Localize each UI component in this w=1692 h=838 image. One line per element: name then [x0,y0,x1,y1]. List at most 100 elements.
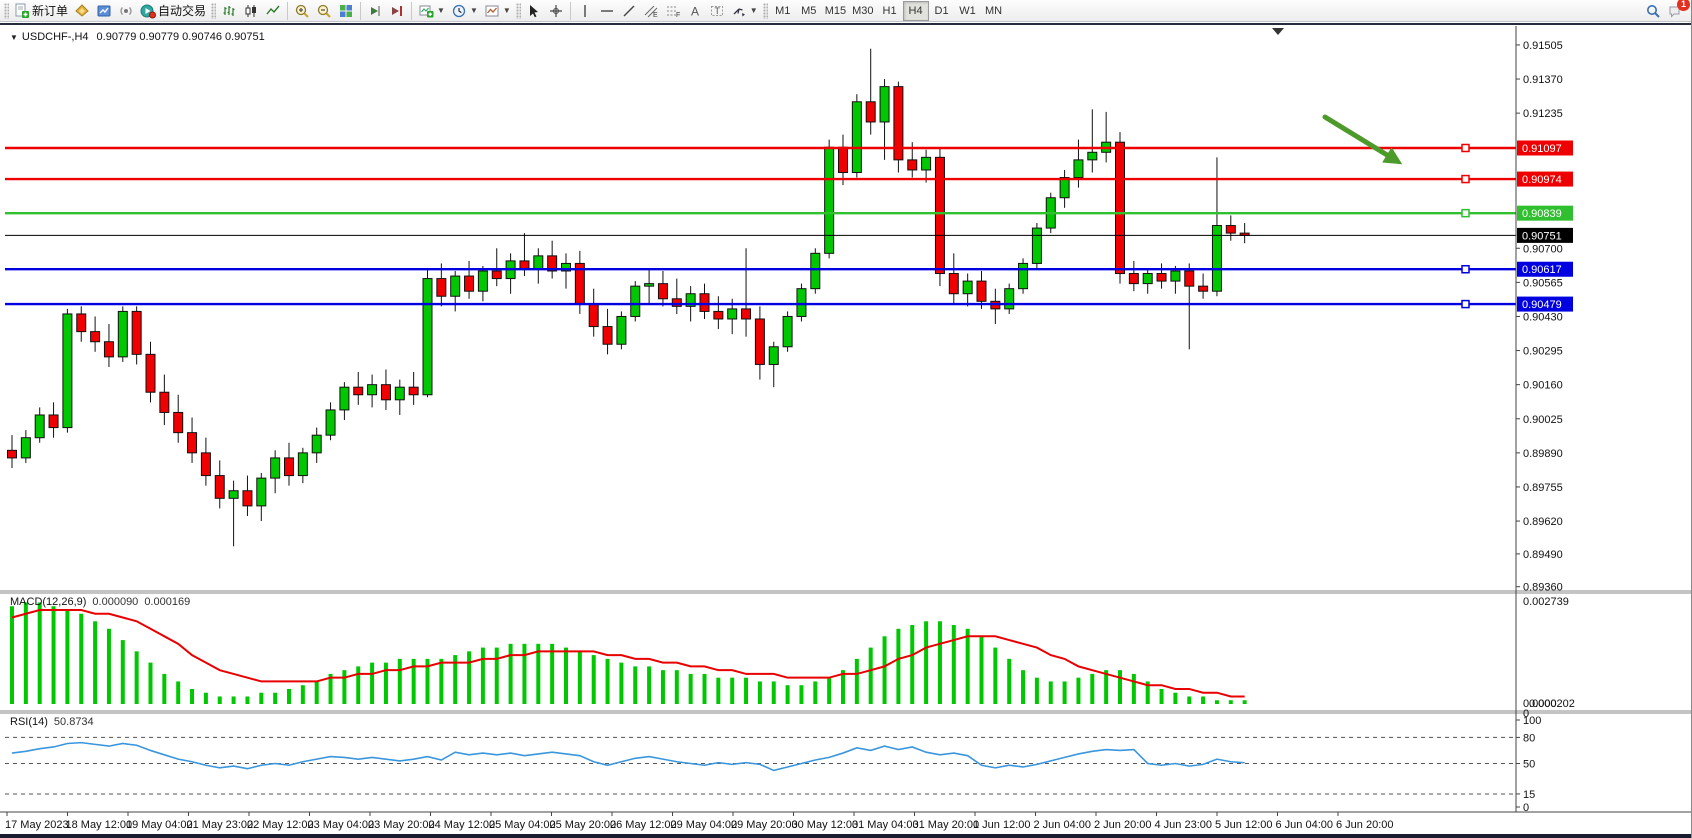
text-label-tool-button[interactable]: T [706,1,728,21]
chevron-down-icon: ▼ [437,6,445,15]
time-axis-label: 22 May 12:00 [247,819,314,831]
cursor-tool-button[interactable] [523,1,545,21]
alerts-button[interactable]: 1 [1664,0,1690,21]
periods-button[interactable]: ▼ [448,1,481,21]
autotrading-button[interactable]: 自动交易 [137,1,209,21]
candle-bullish [727,308,738,320]
timeframe-button-m5[interactable]: M5 [796,1,822,21]
macd-histogram-bar [1201,696,1206,704]
line-handle[interactable] [1461,299,1470,309]
toolbar-grip[interactable] [211,2,217,19]
tile-windows-button[interactable] [335,1,357,21]
toolbar-grip[interactable] [4,2,9,19]
line-handle[interactable] [1461,174,1470,184]
toolbar-grip[interactable] [762,2,768,19]
annotation-arrow-line[interactable] [1322,114,1390,158]
candle-bearish [7,449,17,459]
templates-button[interactable]: ▼ [481,1,514,21]
candle-bearish [1184,270,1195,287]
macd-histogram-bar [259,692,264,704]
zoom-in-button[interactable] [291,1,313,21]
macd-histogram-bar [799,685,804,704]
macd-histogram-bar [1214,700,1219,704]
macd-histogram-bar [674,670,679,704]
axis-tick-label: 0.91235 [1523,108,1563,120]
macd-histogram-bar [397,658,402,704]
toolbar-grip[interactable] [515,2,521,19]
macd-histogram-bar [868,647,873,704]
price-tag [1517,171,1573,187]
timeframe-button-d1[interactable]: D1 [929,1,955,21]
candle-bearish [1115,141,1125,275]
timeframe-button-h4[interactable]: H4 [902,0,929,21]
line-chart-button[interactable] [262,1,284,21]
candle-bullish [1170,270,1181,282]
new-order-label: 新订单 [32,4,69,18]
rsi-axis-label: 0 [1523,802,1529,814]
signals-icon [120,6,132,15]
chart-shift-marker[interactable] [1272,28,1284,35]
horizontal-line-tool-button[interactable] [596,1,618,21]
zoom-out-button[interactable] [313,1,335,21]
text-icon: A [691,4,699,18]
collapse-triangle-icon[interactable]: ▼ [10,33,18,42]
auto-scroll-icon [371,5,380,16]
timeframe-button-mn[interactable]: MN [981,1,1007,21]
time-axis-label: 1 Jun 12:00 [973,819,1031,831]
time-axis-label: 6 Jun 20:00 [1336,819,1394,831]
toolbar-separator [569,1,571,20]
shapes-tool-button[interactable]: ▼ [728,1,761,21]
auto-scroll-button[interactable] [364,1,386,21]
crosshair-tool-button[interactable] [545,1,567,21]
indicators-button[interactable]: ▼ [415,1,448,21]
timeframe-button-w1[interactable]: W1 [955,1,981,21]
signals-button[interactable] [115,1,137,21]
macd-histogram-bar [813,681,818,704]
timeframe-button-m30[interactable]: M30 [849,1,876,21]
shapes-icon [733,7,745,16]
candle-bearish [519,260,530,269]
line-handle[interactable] [1461,208,1470,218]
macd-histogram-bar [328,673,333,704]
candlestick-chart-button[interactable] [240,1,262,21]
timeframe-button-h1[interactable]: H1 [877,1,903,21]
macd-signal-line [11,608,1245,698]
macd-histogram-bar [951,625,956,704]
annotation-arrow-head[interactable] [1382,147,1403,165]
timeframe-button-m1[interactable]: M1 [770,1,796,21]
vertical-line-tool-button[interactable] [574,1,596,21]
macd-histogram-bar [162,673,167,704]
current-price-text: 0.90751 [1522,230,1562,242]
time-axis-label: 30 May 12:00 [792,819,859,831]
trendline-tool-button[interactable] [618,1,640,21]
chart-symbol-label: USDCHF-,H4 [21,31,89,43]
axis-tick-label: 0.90160 [1523,380,1563,392]
market-watch-button[interactable] [93,1,115,21]
candle-bearish [588,303,599,328]
candle-bullish [20,437,31,459]
fibonacci-tool-button[interactable]: F [662,1,684,21]
text-tool-button[interactable]: A [684,1,706,21]
candle-bearish [173,411,184,434]
macd-histogram-bar [591,655,596,704]
axis-tick-label: 0.89490 [1523,549,1563,561]
macd-histogram-bar [896,628,901,704]
chart-canvas[interactable]: 0.91097 0.90974 0.90839 0.90617 0.90479 0.907… [0,25,1692,835]
metaeditor-button[interactable] [71,1,93,21]
line-handle[interactable] [1461,264,1470,274]
candle-bullish [796,288,807,317]
chart-shift-button[interactable] [386,1,408,21]
candle-bullish [1087,151,1098,161]
search-button[interactable] [1642,1,1664,21]
macd-indicator-label: MACD(12,26,9) 0.000090 0.000169 [10,596,190,608]
new-order-button[interactable]: 新订单 [11,1,71,21]
axis-tick-label: 0.90700 [1523,243,1563,255]
macd-axis-zero: 0 [1523,708,1529,720]
bar-chart-icon [223,5,235,16]
time-axis-label: 29 May 20:00 [731,819,798,831]
timeframe-button-m15[interactable]: M15 [822,1,849,21]
channel-tool-button[interactable]: E [640,1,662,21]
bar-chart-button[interactable] [218,1,240,21]
macd-histogram-bar [716,677,721,704]
line-handle[interactable] [1461,143,1470,153]
